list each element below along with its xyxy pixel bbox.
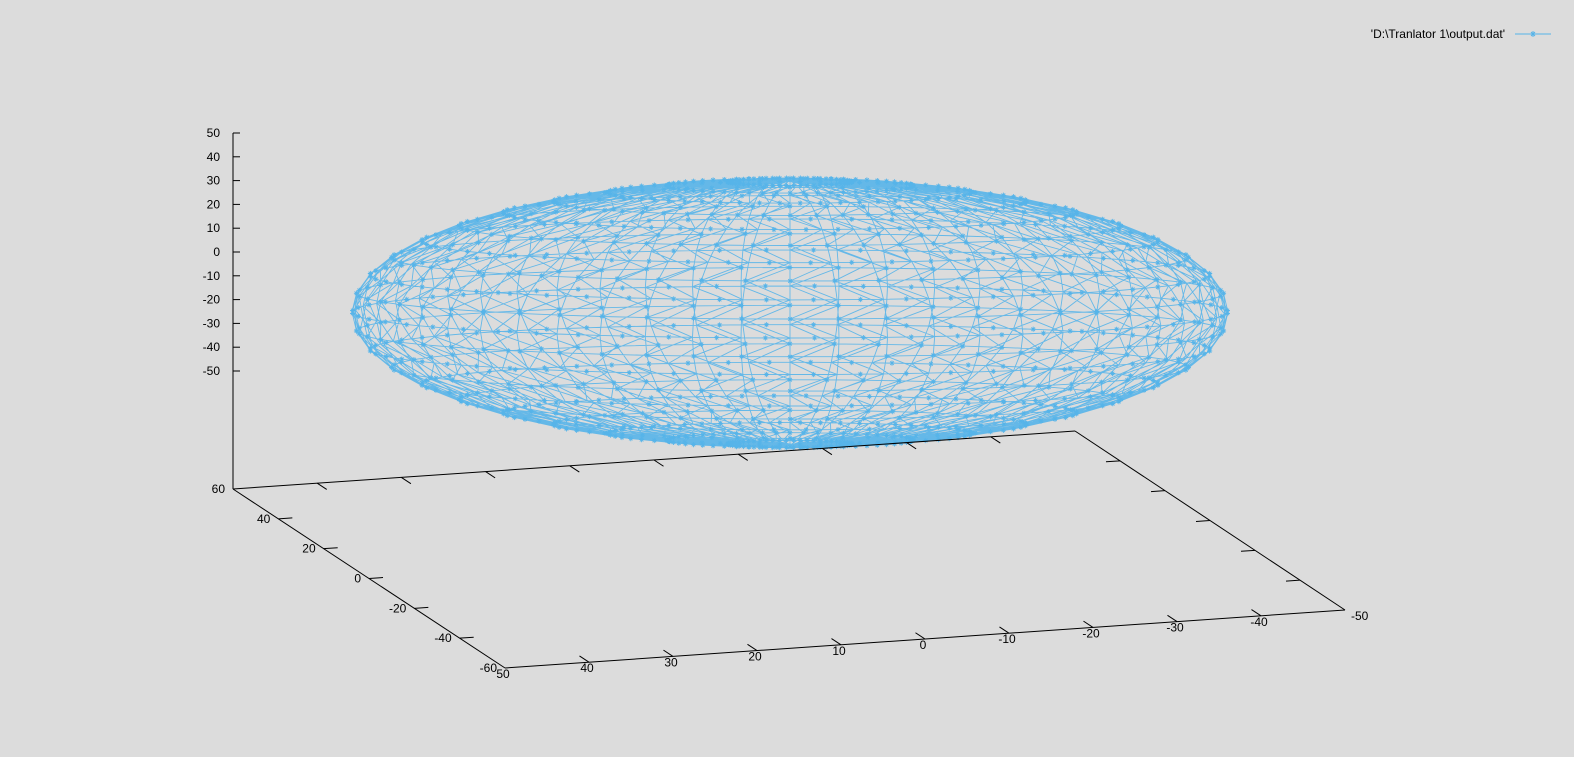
x-tick-back: [316, 482, 327, 490]
axes-frame: [232, 133, 1346, 669]
x-tick-back: [737, 453, 748, 461]
z-tick-label: -30: [203, 316, 221, 330]
x-tick-label: 30: [664, 655, 678, 669]
z-tick-label: 50: [207, 126, 221, 140]
y-tick-right: [1240, 549, 1256, 552]
x-tick-back: [569, 465, 580, 473]
y-tick: [368, 577, 384, 579]
legend-asterisk-icon: [1530, 31, 1536, 37]
x-tick-label: 20: [748, 650, 762, 664]
x-tick: [915, 632, 926, 640]
x-tick: [663, 649, 674, 657]
x-tick: [1251, 609, 1262, 617]
x-tick: [579, 655, 590, 663]
z-tick-label: 20: [207, 197, 221, 211]
x-tick-label: -20: [1082, 626, 1100, 640]
y-tick-label: -60: [480, 661, 498, 675]
y-tick-label: -20: [389, 601, 407, 615]
z-tick-label: 10: [207, 221, 221, 235]
x-tick-back: [485, 471, 496, 479]
y-tick-right: [1285, 579, 1301, 582]
y-tick-right: [1195, 520, 1211, 522]
x-tick: [1167, 614, 1178, 623]
z-tick-label: -10: [203, 269, 221, 283]
x-tick: [747, 643, 758, 652]
spheroid-wireframe: [350, 175, 1230, 451]
y-tick-label: 20: [302, 542, 316, 556]
legend-marker-icon: [1530, 31, 1536, 37]
y-tick-label: -40: [434, 631, 452, 645]
x-tick: [831, 638, 842, 646]
x-tick: [999, 626, 1010, 634]
x-tick: [1083, 620, 1094, 628]
x-tick-back: [906, 442, 917, 450]
y-tick-label: 0: [354, 572, 361, 586]
z-tick-label: 0: [213, 245, 220, 259]
z-tick-label: 40: [207, 150, 221, 164]
y-tick: [459, 636, 474, 639]
y-tick-right: [1105, 460, 1121, 463]
y-tick: [414, 606, 429, 609]
legend-label: 'D:\Tranlator 1\output.dat': [1371, 27, 1505, 41]
y-tick-label: 60: [212, 482, 226, 496]
y-tick-right: [1150, 490, 1166, 493]
z-tick-label: -50: [203, 364, 221, 378]
x-tick-label: -30: [1166, 621, 1184, 635]
x-tick-label: 10: [832, 644, 846, 658]
x-tick-label: 40: [580, 661, 594, 675]
x-tick-back: [822, 447, 833, 456]
z-tick-label: 30: [207, 174, 221, 188]
y-tick: [278, 517, 293, 520]
x-tick-back: [401, 476, 412, 485]
x-tick-label: 50: [496, 667, 510, 681]
x-tick-label: 0: [920, 638, 927, 652]
x-tick-back: [653, 459, 664, 467]
z-tick-label: -40: [203, 340, 221, 354]
axis-ticks: 50 40 30 20 10 0 -10 -20 -30 -40 -50 50 40 30 20 10 0 -10…: [203, 126, 1369, 681]
data-point-markers: [350, 175, 1230, 451]
y-tick: [323, 547, 338, 550]
z-tick-label: -20: [203, 293, 221, 307]
x-tick-back: [990, 436, 1001, 444]
legend: 'D:\Tranlator 1\output.dat': [1371, 27, 1551, 41]
y-tick-label: 40: [257, 512, 271, 526]
x-tick-label: -40: [1250, 615, 1268, 629]
x-tick-label: -50: [1351, 609, 1369, 623]
x-tick-label: -10: [998, 632, 1016, 646]
